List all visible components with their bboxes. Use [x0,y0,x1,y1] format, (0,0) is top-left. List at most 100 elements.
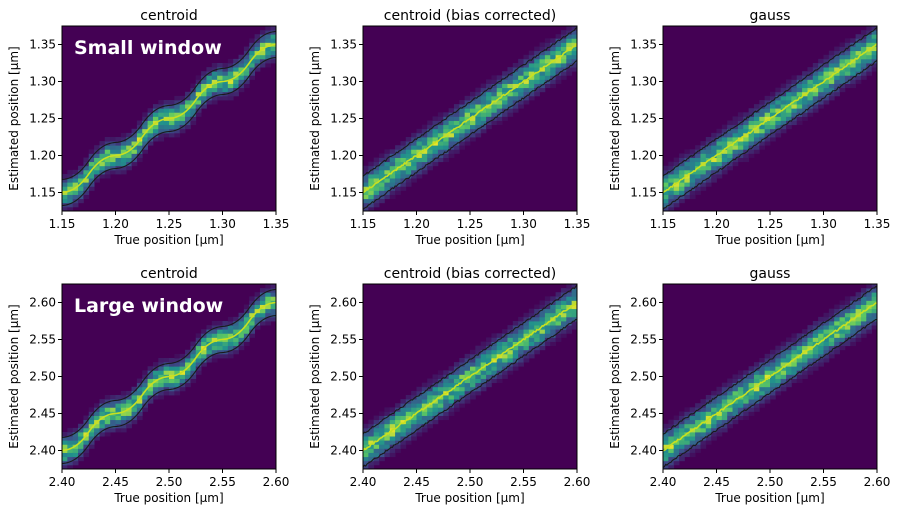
heatmap-cell [110,403,116,408]
heatmap-cell [249,316,255,322]
heatmap-cell [400,399,407,404]
heatmap-cell [502,71,508,76]
heatmap-cell [566,63,573,68]
heatmap-cell [78,190,84,195]
heatmap-cell [179,108,186,113]
heatmap-cell [786,91,792,97]
heatmap-cell [211,341,218,347]
heatmap-cell [104,399,111,404]
heatmap-cell [227,345,234,351]
heatmap-cell [190,95,197,101]
heatmap-cell [395,436,401,441]
heatmap-cell [217,325,223,330]
heatmap-cell [491,349,498,355]
heatmap-cell [222,325,229,330]
heatmap-cell [512,67,519,72]
heatmap-cell [437,403,444,408]
heatmap-cell [395,157,401,163]
heatmap-cell [700,444,707,449]
heatmap-cell [83,157,90,163]
heatmap-cell [169,390,175,396]
heatmap-cell [432,419,439,425]
heatmap-cell [416,399,423,404]
heatmap-cell [475,362,482,367]
heatmap-cell [663,423,669,429]
x-axis-label: True position [μm] [714,491,824,505]
heatmap-cell [764,390,771,396]
heatmap-cell [363,202,369,208]
heatmap-cell [705,419,712,425]
heatmap-cell [753,104,760,109]
heatmap-cell [459,399,466,404]
x-tick-label: 2.55 [810,475,837,489]
heatmap-cell [759,358,766,363]
heatmap-cell [411,161,417,167]
heatmap-cell [78,432,84,437]
heatmap-cell [195,349,202,355]
heatmap-cell [270,26,276,31]
heatmap-cell [453,112,460,117]
heatmap-cell [721,157,728,163]
heatmap-cell [83,436,90,441]
heatmap-cell [780,83,787,89]
heatmap-cell [448,366,455,371]
heatmap-cell [844,67,851,72]
heatmap-cell [684,149,691,154]
heatmap-cell [448,149,455,154]
heatmap-cell [453,104,460,109]
heatmap-cell [453,145,460,150]
y-tick-label: 1.15 [630,186,657,200]
heatmap-cell [737,132,744,138]
heatmap-cell [421,407,428,412]
heatmap-cell [491,353,498,359]
heatmap-cell [411,165,417,171]
heatmap-cell [152,362,159,367]
heatmap-cell [389,157,396,163]
heatmap-cell [764,95,771,101]
heatmap-cell [780,349,787,355]
heatmap-cell [249,71,255,76]
heatmap-cell [518,87,524,93]
heatmap-cell [459,362,466,367]
heatmap-cell [528,54,535,60]
heatmap-cell [142,403,148,408]
heatmap-cell [544,304,551,310]
heatmap-cell [850,46,856,52]
heatmap-cell [860,312,867,318]
heatmap-cell [395,174,401,179]
heatmap-cell [828,321,835,326]
heatmap-cell [770,100,776,105]
heatmap-cell [673,169,680,175]
heatmap-cell [136,415,143,421]
heatmap-cell [807,370,814,375]
heatmap-cell [158,116,165,121]
heatmap-cell [764,137,771,142]
heatmap-cell [534,83,540,89]
heatmap-cell [775,116,782,121]
heatmap-cell [764,382,771,388]
heatmap-cell [448,108,455,113]
heatmap-cell [195,75,202,80]
heatmap-cell [711,432,717,437]
heatmap-cell [411,419,417,425]
heatmap-cell [786,366,792,371]
heatmap-cell [764,104,771,109]
heatmap-cell [753,407,760,412]
heatmap-cell [716,432,723,437]
heatmap-cell [732,132,739,138]
heatmap-cell [796,108,803,113]
heatmap-cell [839,337,846,342]
heatmap-cell [866,308,873,314]
heatmap-cell [227,333,234,338]
heatmap-cell [679,153,685,158]
heatmap-cell [120,407,127,412]
heatmap-cell [158,112,165,117]
heatmap-cell [233,316,239,322]
heatmap-cell [405,145,412,150]
heatmap-cell [860,329,867,334]
heatmap-cell [491,87,498,93]
heatmap-cell [459,116,466,121]
heatmap-cell [147,132,154,138]
heatmap-cell [249,325,255,330]
heatmap-cell [716,145,723,150]
